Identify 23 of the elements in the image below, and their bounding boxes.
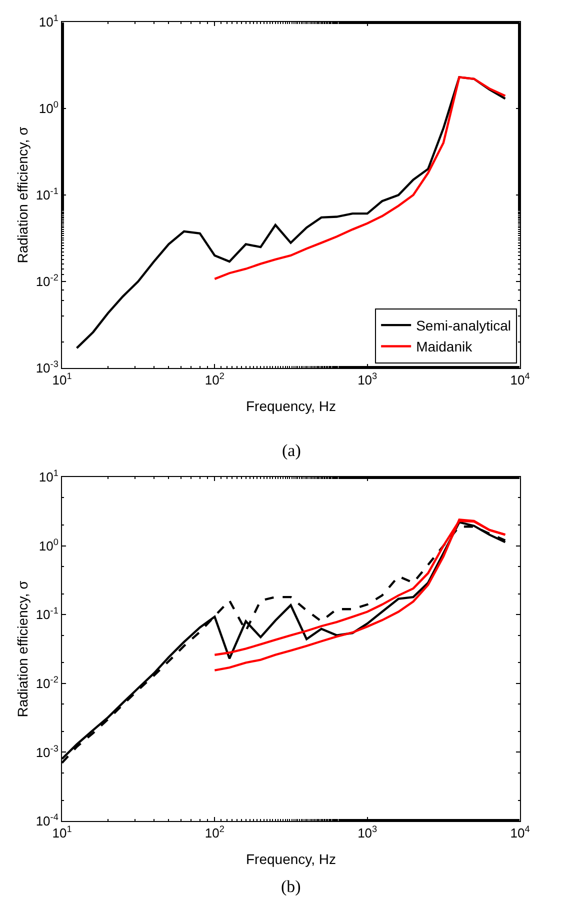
x-tick-label: 10$^{3}$ <box>358 371 378 388</box>
x-tick-label: 10$^{2}$ <box>204 371 224 388</box>
x-tick-label: 10$^{2}$ <box>204 824 224 841</box>
x-tick-label: 10$^{4}$ <box>510 824 530 841</box>
y-axis-title: Radiation efficiency, σ <box>14 580 30 718</box>
legend-label: Semi-analytical <box>416 318 512 334</box>
legend-label: Maidanik <box>416 338 474 355</box>
y-tick-label: 10$^{1}$ <box>38 13 58 30</box>
y-tick-label: 10$^{-2}$ <box>36 674 58 691</box>
x-axis-title: Frequency, Hz <box>246 398 336 414</box>
y-tick-label: 10$^{0}$ <box>38 536 58 554</box>
y-tick-label: 10$^{1}$ <box>38 468 58 485</box>
y-tick-label: 10$^{-2}$ <box>36 272 58 290</box>
text: (a) <box>282 441 301 460</box>
y-tick-label: 10$^{-3}$ <box>36 743 58 760</box>
x-axis-title: Frequency, Hz <box>246 850 336 867</box>
y-tick-label: 10$^{-1}$ <box>36 186 58 203</box>
y-axis-title: Radiation efficiency, σ <box>14 126 30 264</box>
y-tick-label: 10$^{0}$ <box>38 100 58 116</box>
text: (b) <box>281 877 301 896</box>
x-tick-label: 10$^{4}$ <box>510 371 530 388</box>
y-tick-label: 10$^{-1}$ <box>36 606 58 622</box>
x-tick-label: 10$^{3}$ <box>358 824 378 841</box>
